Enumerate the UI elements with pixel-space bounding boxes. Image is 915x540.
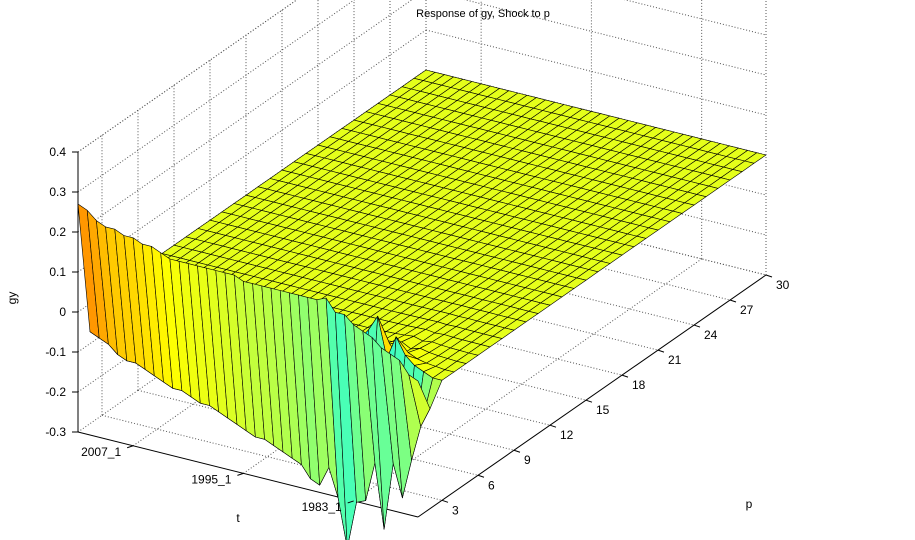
p-tick-mark xyxy=(693,324,701,328)
t-tick-mark xyxy=(237,472,244,476)
z-tick-label: 0 xyxy=(59,305,66,319)
p-tick-label: 18 xyxy=(632,378,646,392)
p-tick-mark xyxy=(657,349,665,353)
t-tick-label: 2007_1 xyxy=(81,445,121,459)
p-tick-label: 9 xyxy=(524,453,531,467)
p-tick-label: 30 xyxy=(776,278,790,292)
chart-title: Response of gy, Shock to p xyxy=(416,8,550,20)
p-tick-label: 12 xyxy=(560,428,574,442)
z-tick-label: -0.2 xyxy=(45,385,66,399)
surface-facet xyxy=(325,297,348,540)
p-tick-mark xyxy=(765,274,773,278)
y-axis-line xyxy=(417,274,767,518)
tick-labels: -0.3 -0.2 -0.1 0 0.1 0.2 0.3 0.4 2007_1 1995_1 198… xyxy=(45,145,789,517)
surface-facet xyxy=(408,374,431,427)
p-tick-mark xyxy=(621,374,629,378)
z-tick-label: -0.3 xyxy=(45,425,66,439)
p-tick-mark xyxy=(477,474,485,478)
z-axis-label: gy xyxy=(5,292,19,305)
p-tick-mark xyxy=(441,499,449,503)
x-axis-line xyxy=(77,431,419,518)
p-tick-label: 3 xyxy=(452,503,459,517)
t-tick-mark xyxy=(347,500,354,504)
p-tick-mark xyxy=(513,449,521,453)
t-tick-label: 1995_1 xyxy=(191,472,231,486)
y-axis-label: p xyxy=(746,497,753,511)
p-tick-label: 15 xyxy=(596,403,610,417)
z-tick-label: 0.1 xyxy=(49,265,66,279)
p-tick-label: 21 xyxy=(668,353,682,367)
p-tick-label: 24 xyxy=(704,328,718,342)
z-tick-label: 0.3 xyxy=(49,185,66,199)
p-tick-mark xyxy=(729,299,737,303)
p-tick-mark xyxy=(585,399,593,403)
p-tick-label: 27 xyxy=(740,303,754,317)
axes xyxy=(77,152,767,518)
z-tick-label: -0.1 xyxy=(45,345,66,359)
t-tick-mark xyxy=(126,445,134,449)
surface-mesh xyxy=(77,69,767,540)
t-tick-label: 1983_1 xyxy=(302,500,342,514)
z-tick-label: 0.4 xyxy=(49,145,66,159)
z-tick-label: 0.2 xyxy=(49,225,66,239)
p-tick-mark xyxy=(549,424,557,428)
p-tick-label: 6 xyxy=(488,478,495,492)
x-axis-label: t xyxy=(236,511,240,525)
